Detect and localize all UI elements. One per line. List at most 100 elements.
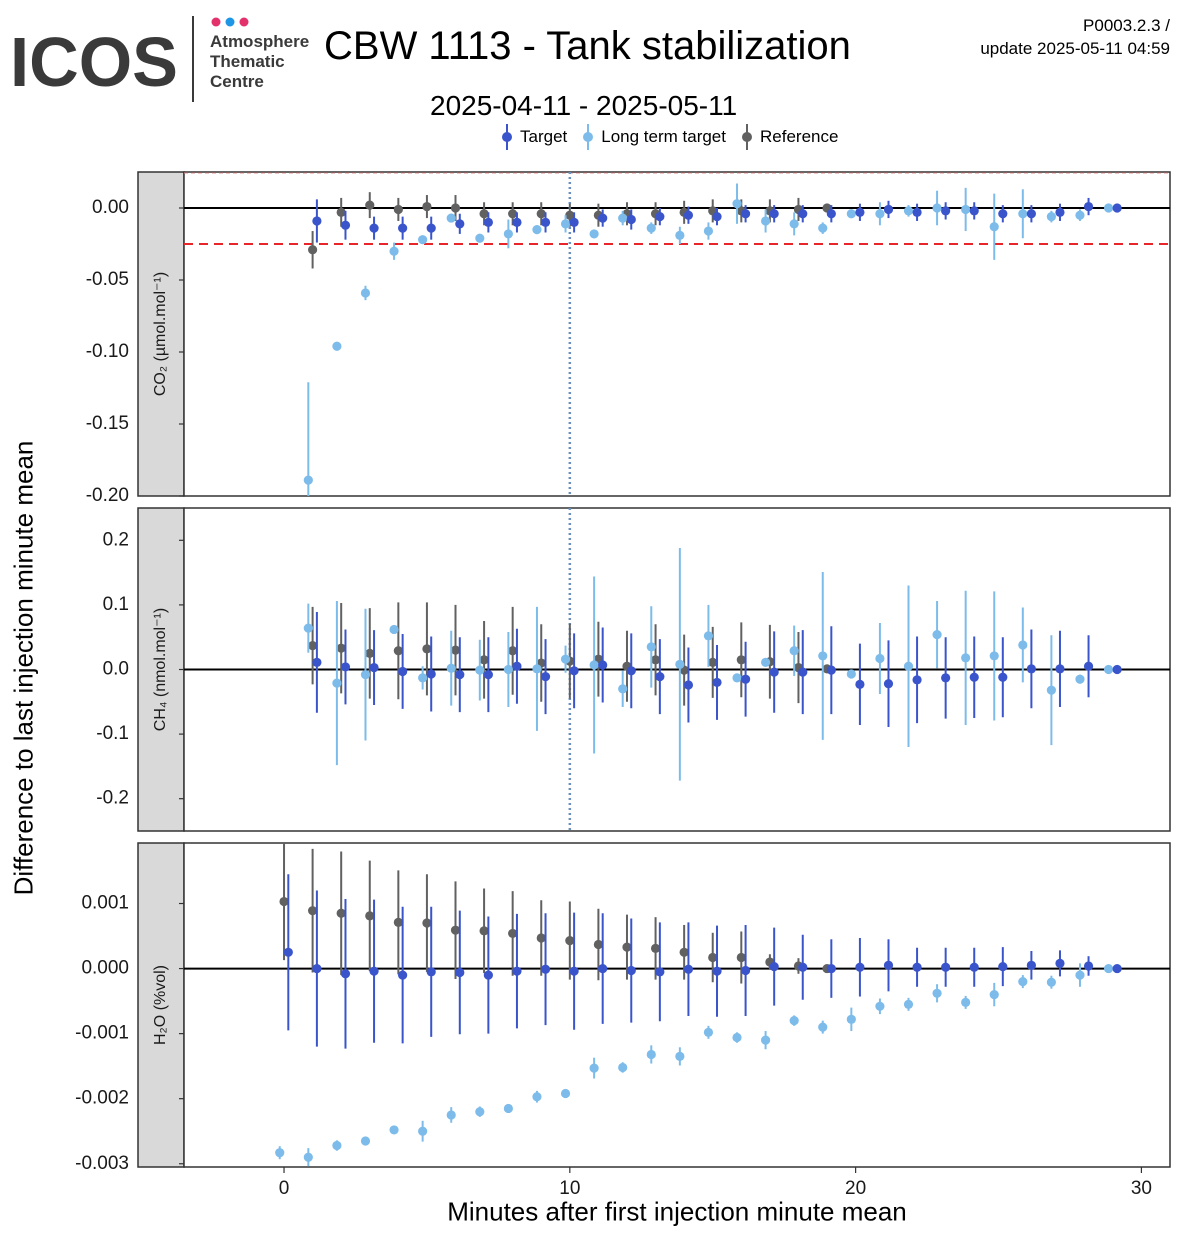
data-point (1112, 963, 1122, 974)
data-point (1018, 976, 1028, 987)
data-point (875, 653, 885, 664)
data-point (450, 925, 461, 935)
data-point (1103, 963, 1114, 974)
data-point (622, 942, 632, 952)
data-point (969, 672, 979, 682)
data-point (732, 199, 742, 209)
data-point (279, 896, 289, 907)
y-tick-label: 0.1 (103, 594, 129, 615)
legend-key-reference (740, 124, 754, 150)
data-point (455, 967, 465, 978)
data-point (312, 216, 322, 226)
data-point (1055, 664, 1065, 674)
data-point (308, 906, 318, 916)
data-point (503, 229, 513, 239)
data-point (655, 672, 665, 682)
panel-frame (183, 842, 1171, 1168)
data-point (998, 962, 1008, 972)
data-point (479, 655, 489, 665)
panel-strip-label: CH₄ (nmol.mol⁻¹) (152, 608, 169, 731)
data-point (598, 660, 608, 670)
panel-strip (137, 842, 185, 1168)
data-point (998, 209, 1008, 219)
x-tick-label: 10 (559, 1178, 580, 1199)
data-point (1026, 960, 1036, 970)
data-point (450, 645, 461, 655)
x-axis-title: Minutes after first injection minute mea… (447, 1196, 907, 1227)
icos-logo: ICOS Atmosphere Thematic Centre (10, 16, 309, 102)
data-point (941, 962, 951, 972)
data-point (565, 935, 575, 946)
data-point (683, 680, 694, 690)
data-point (312, 657, 322, 667)
y-tick-label: 0.2 (103, 529, 129, 550)
logo-divider (192, 16, 194, 102)
data-point (1103, 664, 1114, 675)
data-point (360, 1136, 371, 1146)
panel-co2: CO₂ (µmol.mol⁻¹) 0.00 -0.05 -0.10 -0.15 -0.20 (86, 171, 1171, 506)
data-point (675, 230, 685, 240)
data-point (998, 672, 1008, 682)
data-point (1046, 977, 1056, 987)
data-point (769, 962, 779, 972)
data-point (969, 206, 979, 216)
panel-strip (137, 507, 185, 832)
data-point (769, 209, 779, 219)
data-point (560, 219, 571, 229)
data-point (398, 666, 408, 677)
data-point (422, 644, 432, 654)
data-point (708, 952, 718, 963)
data-point (389, 1125, 399, 1135)
data-point (312, 963, 322, 974)
data-point (1046, 212, 1056, 222)
data-point (740, 209, 751, 219)
data-point (479, 926, 489, 936)
data-point (932, 630, 942, 640)
data-point (475, 1107, 485, 1117)
data-point (369, 223, 379, 233)
data-point (912, 962, 922, 972)
data-point (422, 918, 432, 928)
data-point (455, 670, 465, 680)
data-point (855, 679, 865, 689)
data-point (655, 967, 665, 977)
data-point (618, 1062, 628, 1073)
logo-wordmark: ICOS (10, 23, 178, 101)
data-point (532, 664, 542, 674)
data-point (393, 204, 403, 215)
data-point (683, 964, 694, 974)
panel-plot-area (184, 508, 1170, 831)
y-tick-label: -0.1 (96, 723, 129, 744)
data-point (332, 341, 342, 351)
data-point (875, 1001, 885, 1011)
data-point (618, 213, 628, 223)
data-point (650, 943, 661, 953)
data-point (883, 204, 894, 215)
data-point (679, 947, 689, 957)
data-point (512, 966, 522, 976)
data-point (760, 657, 771, 667)
y-tick-label: -0.001 (75, 1023, 129, 1044)
series-long-term-target (303, 548, 1114, 781)
data-point (475, 233, 485, 243)
data-point (818, 1022, 828, 1032)
data-point (532, 1092, 542, 1102)
legend-key-target (500, 124, 514, 150)
data-point (475, 665, 485, 675)
panel-strip (137, 171, 185, 497)
version-label: P0003.2.3 / (1083, 16, 1170, 35)
data-point (418, 1126, 428, 1136)
y-tick-label: -0.002 (75, 1088, 129, 1109)
data-point (798, 209, 808, 219)
data-point (789, 1016, 799, 1026)
data-point (369, 966, 379, 976)
data-point (536, 933, 546, 943)
data-point (683, 210, 694, 220)
data-point (883, 679, 894, 689)
data-point (389, 246, 399, 256)
panel-plot-area (184, 172, 1170, 496)
data-point (560, 654, 571, 664)
data-point (626, 666, 636, 676)
data-point (598, 213, 608, 223)
data-point (703, 631, 714, 641)
